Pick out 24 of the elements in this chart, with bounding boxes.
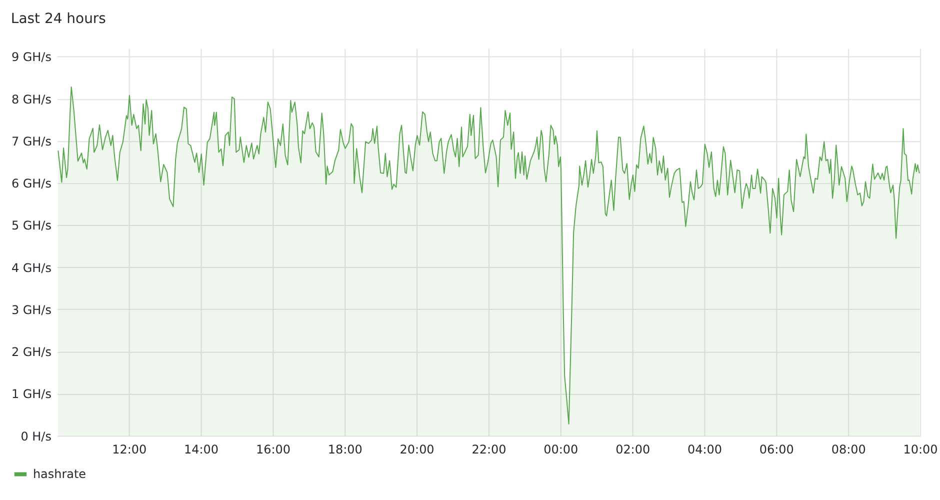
x-tick-label: 00:00 bbox=[544, 442, 578, 456]
y-tick-label: 4 GH/s bbox=[11, 260, 52, 275]
y-tick-label: 2 GH/s bbox=[11, 345, 52, 360]
x-tick-label: 06:00 bbox=[759, 442, 794, 456]
y-tick-label: 9 GH/s bbox=[11, 50, 52, 64]
y-tick-label: 5 GH/s bbox=[11, 218, 52, 233]
x-tick-label: 04:00 bbox=[688, 442, 722, 456]
y-tick-label: 0 H/s bbox=[20, 429, 52, 444]
x-tick-label: 10:00 bbox=[903, 442, 938, 456]
x-tick-label: 02:00 bbox=[616, 442, 650, 456]
x-tick-label: 08:00 bbox=[831, 442, 866, 456]
legend-label: hashrate bbox=[32, 467, 86, 482]
y-tick-label: 6 GH/s bbox=[11, 176, 52, 191]
y-tick-label: 1 GH/s bbox=[11, 387, 52, 402]
x-tick-label: 22:00 bbox=[472, 442, 506, 456]
x-tick-label: 14:00 bbox=[184, 442, 219, 456]
x-tick-label: 16:00 bbox=[256, 442, 290, 456]
x-tick-label: 12:00 bbox=[112, 442, 147, 456]
x-tick-label: 18:00 bbox=[328, 442, 362, 456]
y-tick-label: 3 GH/s bbox=[11, 302, 52, 317]
y-tick-label: 8 GH/s bbox=[11, 92, 52, 106]
y-tick-label: 7 GH/s bbox=[11, 134, 52, 148]
chart-title: Last 24 hours bbox=[10, 11, 106, 28]
x-tick-label: 20:00 bbox=[400, 442, 434, 456]
